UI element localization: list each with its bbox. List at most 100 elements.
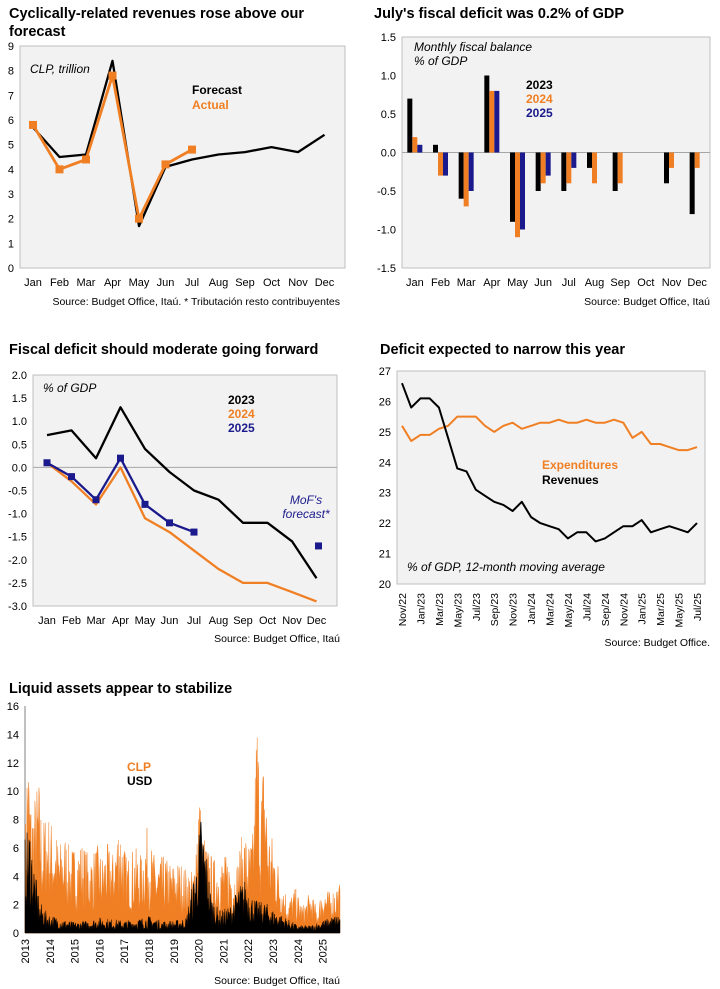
chart-annotation: CLP, trillion: [30, 62, 90, 76]
bar: [463, 152, 469, 207]
y-tick-label: -0.5: [8, 486, 27, 498]
x-tick-label: May: [129, 277, 150, 289]
x-tick-label: Jul/23: [471, 593, 483, 621]
bar: [664, 152, 669, 184]
y-tick-label: 2: [8, 214, 14, 226]
x-tick-label: Apr: [483, 277, 500, 289]
deficit-projection-panel: Fiscal deficit should moderate going for…: [0, 335, 350, 655]
y-tick-label: 24: [379, 457, 391, 469]
legend-entry: Forecast: [192, 83, 242, 97]
x-tick-label: Aug: [209, 277, 229, 289]
x-tick-label: Mar/24: [545, 593, 557, 626]
y-tick-label: -0.5: [377, 186, 396, 198]
x-tick-label: 2020: [194, 939, 206, 963]
chart-source: Source: Budget Office, Itaú: [214, 975, 340, 987]
y-tick-label: 6: [8, 115, 14, 127]
y-tick-label: 16: [7, 701, 19, 713]
bar: [540, 152, 546, 184]
x-tick-label: Feb: [431, 277, 450, 289]
chart-source: Source: Budget Office, Itaú: [214, 633, 340, 645]
bar: [592, 152, 597, 184]
y-tick-label: 1.5: [12, 393, 27, 405]
bar: [407, 98, 413, 153]
series-area-usd: [24, 821, 341, 934]
x-tick-label: Oct: [263, 277, 280, 289]
x-tick-label: Jun: [161, 615, 179, 627]
chart-title: Cyclically-related revenues rose above o…: [9, 6, 304, 40]
legend-entry: Expenditures: [542, 458, 618, 472]
x-tick-label: Nov: [288, 277, 308, 289]
bar: [535, 152, 541, 191]
x-tick-label: 2018: [144, 939, 156, 963]
data-point: [43, 459, 51, 467]
y-tick-label: -3.0: [8, 601, 27, 613]
x-tick-label: Nov/23: [508, 593, 520, 626]
data-point: [161, 160, 170, 169]
data-point: [141, 500, 149, 508]
revenue-chart-panel: Cyclically-related revenues rose above o…: [0, 0, 350, 320]
data-point: [188, 145, 196, 154]
x-tick-label: Feb: [50, 277, 69, 289]
bar: [494, 90, 500, 153]
legend-entry: 2023: [228, 393, 255, 407]
x-tick-label: Jan/24: [526, 593, 538, 625]
x-tick-label: 2016: [94, 939, 106, 963]
x-tick-label: Dec: [307, 615, 327, 627]
x-tick-label: May: [507, 277, 528, 289]
legend-entry: 2025: [526, 106, 553, 120]
bar: [617, 152, 623, 184]
bar: [458, 152, 464, 199]
x-tick-label: Sep/24: [600, 593, 612, 626]
rev-exp-panel: Deficit expected to narrow this year 20 2…: [360, 335, 720, 655]
data-point: [117, 454, 124, 462]
deficit-projection-line-chart: -3.0 -2.5 -2.0 -1.5 -1.0 -0.5 0.0 0.5 1.0 1.5 2.0 J…: [8, 370, 338, 627]
x-tick-label: Sep: [610, 277, 630, 289]
plot-area: [32, 374, 338, 607]
x-tick-label: Oct: [637, 277, 654, 289]
legend-entry: Actual: [192, 98, 229, 112]
x-tick-label: Dec: [315, 277, 335, 289]
legend-entry: USD: [127, 774, 153, 788]
y-tick-label: 2: [13, 900, 19, 912]
x-tick-label: Jul: [185, 277, 199, 289]
chart-source: Source: Budget Office, Itaú: [584, 296, 710, 308]
series-line-expenditures: [401, 415, 698, 452]
legend-entry: 2024: [228, 407, 255, 421]
x-tick-label: Dec: [687, 277, 707, 289]
y-tick-label: 4: [13, 871, 19, 883]
chart-title: July's fiscal deficit was 0.2% of GDP: [374, 6, 625, 22]
plot-area: [396, 370, 706, 585]
chart-annotation: % of GDP, 12-month moving average: [407, 560, 605, 574]
data-point: [135, 214, 143, 223]
x-tick-label: Oct: [259, 615, 276, 627]
bar: [515, 152, 520, 238]
y-tick-label: 22: [379, 518, 391, 530]
x-tick-label: Mar: [77, 277, 96, 289]
x-tick-label: Mar/25: [655, 593, 667, 626]
x-tick-label: 2015: [70, 939, 82, 963]
bar: [468, 152, 474, 191]
bar: [689, 152, 695, 215]
bar: [612, 152, 618, 191]
series-area-clp: [24, 737, 341, 934]
x-tick-label: Apr: [104, 277, 121, 289]
mof-forecast-point: [315, 542, 322, 550]
x-tick-label: 2017: [119, 939, 131, 963]
y-tick-label: 25: [379, 427, 391, 439]
y-tick-label: 0.5: [12, 439, 27, 451]
bar: [545, 152, 551, 176]
x-tick-label: Jan/25: [637, 593, 649, 625]
y-tick-label: 14: [7, 729, 19, 741]
chart-title: Deficit expected to narrow this year: [380, 342, 625, 358]
x-tick-label: Nov/24: [618, 593, 630, 626]
x-tick-label: Mar: [87, 615, 106, 627]
y-tick-label: -1.5: [8, 532, 27, 544]
x-tick-label: Jan: [38, 615, 56, 627]
data-point: [166, 519, 173, 527]
bar: [484, 75, 490, 153]
y-tick-label: 5: [8, 140, 14, 152]
x-tick-label: 2019: [169, 939, 181, 963]
mof-forecast-label: MoF's: [290, 493, 322, 507]
x-tick-label: Mar: [457, 277, 476, 289]
y-tick-label: 10: [7, 786, 19, 798]
